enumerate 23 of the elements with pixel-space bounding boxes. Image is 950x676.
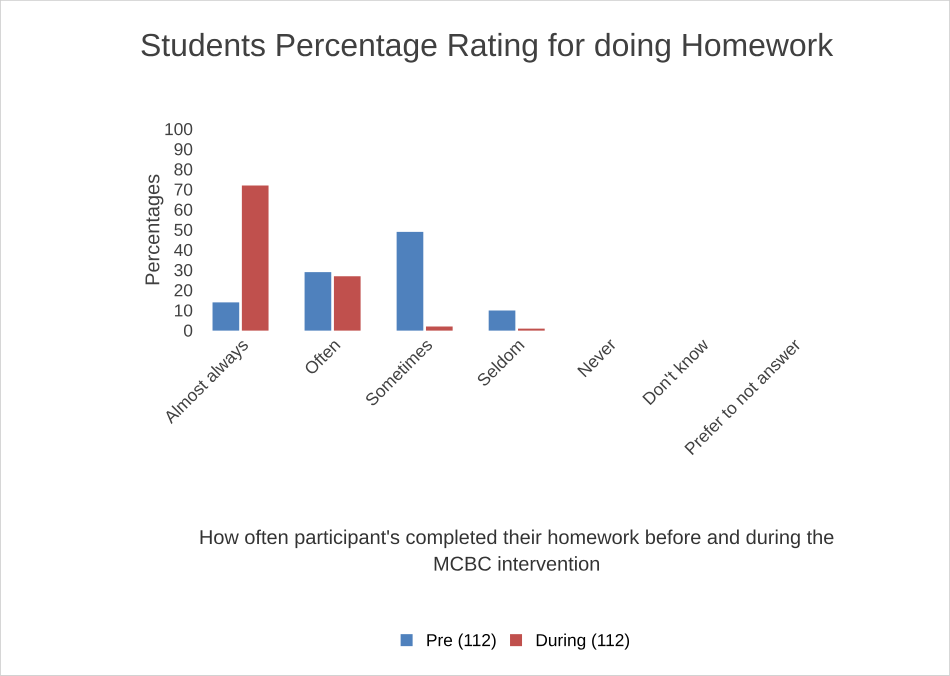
chart-title: Students Percentage Rating for doing Homework [141,32,834,63]
bar [304,272,332,331]
y-tick-label: 40 [174,244,192,256]
legend-label: During (112) [536,634,630,650]
y-tick-label: 80 [174,163,192,176]
legend-label: Pre (112) [427,634,496,650]
bar [334,276,361,331]
bar [212,302,240,331]
y-tick-label: 100 [165,123,192,136]
y-tick-label: 50 [174,224,192,236]
bar [488,310,516,331]
y-tick-label: 30 [174,264,192,276]
bar [426,326,453,331]
y-tick-label: 60 [174,204,192,216]
bar [242,186,269,331]
y-tick-label: 20 [174,284,192,296]
y-axis-title: Percentages [146,174,164,284]
y-tick-label: 90 [174,143,192,156]
y-tick-label: 10 [175,304,192,317]
y-tick-label: 70 [174,184,192,196]
y-tick-label: 0 [184,324,192,337]
x-axis-title: How often participant's completed their homework before and during the MCBC intervention [200,530,834,571]
bar [396,232,424,331]
